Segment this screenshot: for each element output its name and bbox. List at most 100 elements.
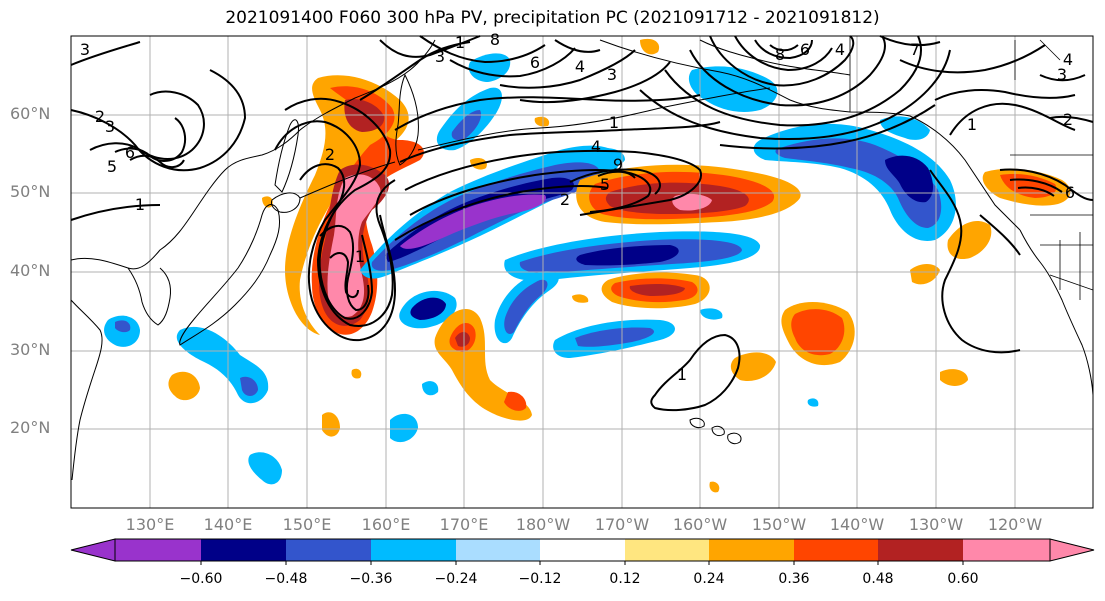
lon-label: 140°W (829, 515, 885, 534)
colorbar-segment (709, 539, 794, 561)
shade-south-neg-navy (576, 245, 679, 266)
contour-label: 1 (609, 113, 619, 132)
coast-korea (127, 267, 171, 326)
shade-wcoast-orange-3 (910, 264, 940, 285)
contour-label: 2 (95, 107, 105, 126)
shade-kuroshio-orange (285, 75, 409, 335)
lon-label: 130°W (908, 515, 964, 534)
lon-label: 130°E (125, 515, 175, 534)
coast-hokkaido (271, 192, 301, 213)
shade-kam-neg-3 (590, 148, 625, 168)
contour-label: 3 (1057, 65, 1067, 84)
map-frame (70, 35, 1094, 509)
contour-label: 6 (800, 40, 810, 59)
shade-streak-neg-1b (504, 279, 548, 335)
lat-label: 30°N (10, 340, 51, 359)
contour-label: 2 (1063, 110, 1073, 129)
contour-label: 4 (1063, 50, 1073, 69)
shade-sw-neg-2b (115, 320, 131, 333)
contour-label-group: 3 2 3 6 5 1 2 1 8 6 4 3 1 4 9 2 5 8 6 4 … (80, 30, 1075, 384)
shade-sw-neg-5 (422, 381, 439, 396)
contour-label: 1 (677, 365, 687, 384)
contour-label: 5 (600, 175, 610, 194)
shade-kam-neg-1b (451, 110, 482, 140)
lon-label: 160°W (672, 515, 728, 534)
colorbar-label: −0.12 (518, 571, 562, 587)
colorbar-segment (371, 539, 456, 561)
contour-label: 3 (80, 40, 90, 59)
contour-label: 6 (1065, 183, 1075, 202)
contour-label: 2 (325, 145, 335, 164)
contour-label: 7 (910, 40, 920, 59)
shade-neg-small-1 (709, 481, 720, 493)
lon-label: 170°E (439, 515, 489, 534)
lon-label: 150°W (751, 515, 807, 534)
shade-sw-neg-3 (248, 452, 282, 485)
lon-label: 140°E (203, 515, 253, 534)
lon-label: 150°E (282, 515, 332, 534)
lon-label: 120°W (987, 515, 1043, 534)
colorbar-label: −0.36 (349, 571, 393, 587)
lon-label: 170°W (594, 515, 650, 534)
contour-label: 1 (135, 195, 145, 214)
colorbar-arrow-right (1049, 538, 1095, 562)
contour-label: 2 (560, 190, 570, 209)
colorbar-segment (286, 539, 371, 561)
colorbar-label: 0.36 (778, 571, 810, 587)
colorbar-label: 0.48 (862, 571, 894, 587)
contour-label: 4 (591, 137, 601, 156)
shade-pos-small-1 (572, 294, 589, 303)
contour-label: 3 (435, 47, 445, 66)
shade-epac-red (791, 309, 845, 356)
colorbar-label: 0.24 (693, 571, 725, 587)
contour-label: 3 (607, 65, 617, 84)
colorbar-segment (201, 539, 286, 561)
colorbar (70, 538, 1095, 565)
colorbar-label: −0.60 (179, 571, 223, 587)
colorbar-segment (115, 539, 201, 561)
coast-japan (179, 204, 281, 346)
colorbar-segment (878, 539, 963, 561)
contour-label: 1 (355, 247, 365, 266)
colorbar-segment (456, 539, 540, 561)
shade-epac-orange-3 (940, 369, 968, 386)
contour-label: 1 (967, 115, 977, 134)
colorbar-label: −0.24 (434, 571, 478, 587)
colorbar-label: 0.60 (947, 571, 979, 587)
pv-contours (70, 35, 1094, 412)
lat-label: 60°N (10, 104, 51, 123)
shade-north-orange-2 (534, 116, 550, 127)
shade-north-orange (640, 38, 660, 55)
contour-label: 6 (530, 53, 540, 72)
contour-label: 1 (455, 33, 465, 52)
lon-label: 180°W (515, 515, 571, 534)
shade-gulf-neg-navy (885, 155, 934, 203)
shade-neg-small-2 (807, 398, 819, 407)
shade-central-pink (672, 193, 712, 211)
gridlines (71, 36, 1093, 508)
chart-title: 2021091400 F060 300 hPa PV, precipitatio… (225, 8, 880, 28)
coast-aleutians (417, 87, 771, 151)
lon-label: 160°E (361, 515, 411, 534)
colorbar-label: −0.48 (264, 571, 308, 587)
colorbar-segment (625, 539, 709, 561)
shade-epac-orange-2 (730, 352, 776, 382)
colorbar-segment (963, 539, 1050, 561)
colorbar-outline (114, 538, 1051, 562)
lat-label: 50°N (10, 182, 51, 201)
shade-gulf-neg-2 (880, 116, 930, 140)
coast-alaska-inner (699, 39, 851, 76)
contour-label: 6 (125, 143, 135, 162)
shade-170e-darkred (455, 332, 470, 347)
coast-sakhalin (274, 119, 299, 193)
shade-pos-small-2 (351, 368, 362, 379)
colorbar-label: 0.12 (609, 571, 641, 587)
admin-borders (849, 36, 1094, 300)
shade-streak-neg-2b (575, 327, 654, 347)
shade-neg-band-purple (400, 194, 546, 249)
lat-label: 40°N (10, 261, 51, 280)
contour-label: 5 (107, 157, 117, 176)
contour-label: 3 (105, 117, 115, 136)
coast-kuril (299, 161, 396, 199)
